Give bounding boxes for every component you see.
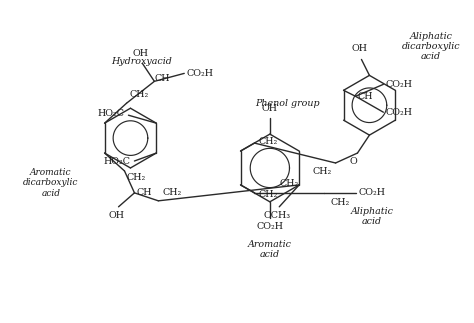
Text: O: O [350,157,357,166]
Text: CO₂H: CO₂H [385,80,412,89]
Text: Phenol group: Phenol group [255,99,320,108]
Text: CO₂H: CO₂H [385,108,412,117]
Text: OH: OH [132,49,148,58]
Text: OH: OH [352,45,367,54]
Text: CO₂H: CO₂H [256,222,283,231]
Text: CH: CH [155,74,170,83]
Text: CH₂: CH₂ [312,167,332,176]
Text: CH₂: CH₂ [330,198,350,207]
Text: CO₂H: CO₂H [358,188,385,197]
Text: CH₂: CH₂ [258,190,278,199]
Text: Aromatic
acid: Aromatic acid [248,240,292,259]
Text: CH₂: CH₂ [258,137,278,146]
Text: Hydroxyacid: Hydroxyacid [111,57,172,66]
Text: Aromatic
dicarboxylic
acid: Aromatic dicarboxylic acid [23,168,79,198]
Text: CH₂: CH₂ [280,179,299,188]
Text: Aliphatic
dicarboxylic
acid: Aliphatic dicarboxylic acid [402,32,460,61]
Text: Aliphatic
acid: Aliphatic acid [350,207,393,226]
Text: HO₂C: HO₂C [98,109,125,118]
Text: CH: CH [357,92,373,101]
Text: CO₂H: CO₂H [186,69,213,78]
Text: CH₂: CH₂ [162,188,182,197]
Text: CH: CH [137,188,152,197]
Text: OH: OH [262,104,278,113]
Text: OCH₃: OCH₃ [264,211,291,220]
Text: CH₂: CH₂ [129,90,149,99]
Text: CH₂: CH₂ [127,173,146,182]
Text: HO₂C: HO₂C [103,157,130,165]
Text: OH: OH [109,211,125,220]
